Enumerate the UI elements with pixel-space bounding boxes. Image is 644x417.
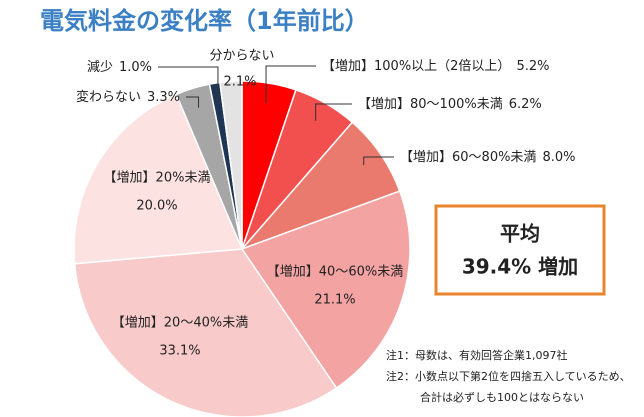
value-label: 8.0% — [542, 150, 575, 165]
leader-line — [363, 156, 394, 166]
average-value: 39.4% 増加 — [462, 255, 578, 279]
average-box — [434, 204, 606, 296]
slice-label: 【増加】20～40%未満 — [112, 316, 248, 331]
value-label: 20.0% — [136, 199, 177, 214]
slice-label: 分からない — [209, 49, 274, 64]
category-label: 【増加】60～80%未満 — [400, 150, 536, 165]
value-label: 1.0% — [119, 60, 152, 75]
category-label: 【増加】100%以上（2倍以上） — [322, 59, 510, 74]
slice-label: 【増加】100%以上（2倍以上） 5.2% — [322, 59, 549, 74]
leader-line — [265, 65, 316, 104]
leader-line — [315, 103, 352, 121]
value-label: 3.3% — [147, 90, 180, 105]
slice-label: 【増加】20%未満 — [104, 171, 211, 186]
chart-title: 電気料金の変化率（1年前比） — [40, 7, 369, 35]
pie-slice — [73, 93, 244, 265]
category-label: 【増加】80～100%未満 — [358, 97, 503, 112]
value-label: 21.1% — [314, 293, 355, 308]
note: 注2：小数点以下第2位を四捨五入しているため、 — [386, 369, 631, 383]
pie-slice — [240, 190, 411, 389]
value-label: 6.2% — [509, 97, 542, 112]
slice-label: 減少 1.0% — [87, 59, 152, 75]
slice-label: 【増加】40～60%未満 — [267, 265, 403, 280]
slice-label: 【増加】80～100%未満 6.2% — [358, 97, 542, 112]
pie-slice — [219, 80, 243, 250]
note: 注1：母数は、有効回答企業1,097社 — [386, 348, 568, 362]
average-title: 平均 — [500, 222, 540, 246]
category-label: 変わらない — [76, 89, 141, 105]
note: 合計は必ずしも100とはならない — [420, 390, 584, 404]
pie-slice — [73, 248, 338, 417]
value-label: 2.1% — [223, 75, 256, 90]
category-label: 減少 — [87, 59, 113, 75]
slice-label: 変わらない 3.3% — [76, 89, 180, 105]
slice-label: 【増加】60～80%未満 8.0% — [400, 150, 575, 165]
value-label: 33.1% — [159, 344, 200, 359]
leader-line — [158, 66, 219, 104]
value-label: 5.2% — [516, 59, 549, 74]
leader-line — [186, 96, 200, 108]
